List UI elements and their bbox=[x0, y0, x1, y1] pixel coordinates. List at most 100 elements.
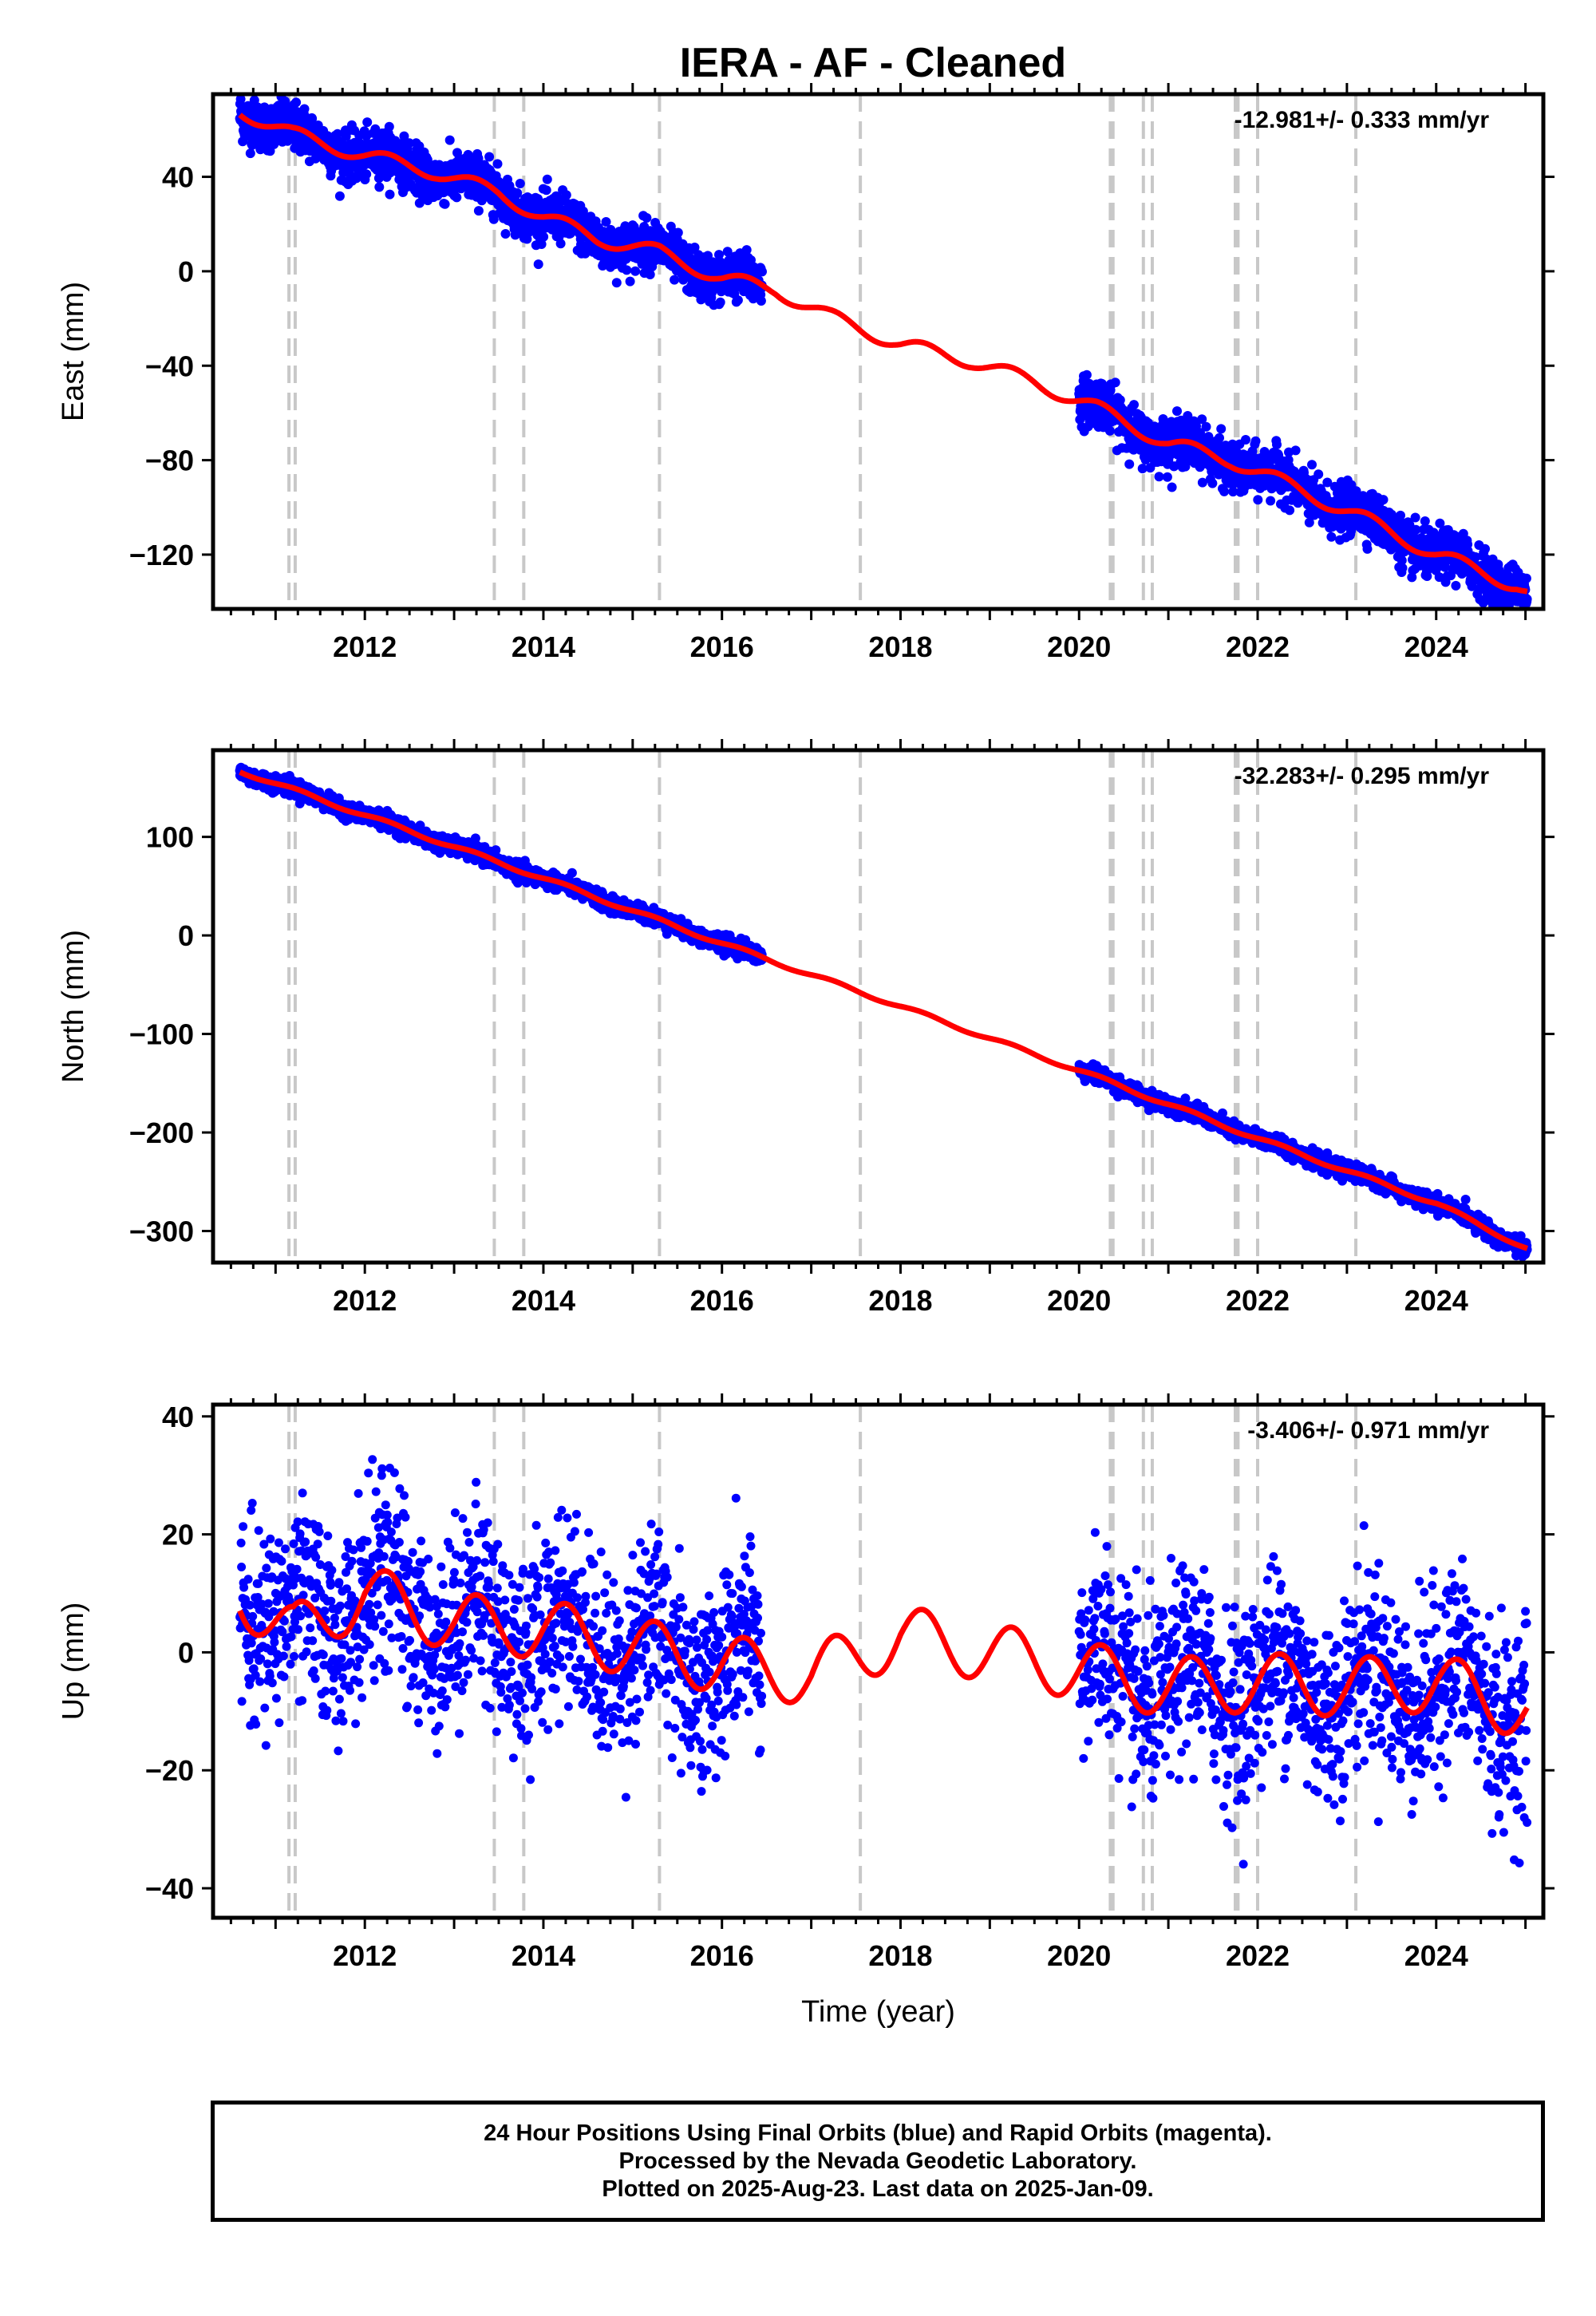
data-point bbox=[1167, 482, 1177, 492]
data-point bbox=[1207, 478, 1218, 488]
data-point bbox=[555, 239, 566, 249]
data-point bbox=[1266, 496, 1276, 506]
y-tick-label: 0 bbox=[178, 255, 194, 288]
data-point bbox=[757, 267, 767, 277]
data-point bbox=[1115, 395, 1125, 405]
data-point bbox=[291, 97, 302, 108]
data-point bbox=[1410, 512, 1420, 523]
data-point bbox=[473, 206, 484, 216]
data-point bbox=[491, 845, 501, 856]
data-point bbox=[1096, 378, 1107, 389]
data-point bbox=[373, 173, 384, 184]
x-tick-label: 2014 bbox=[512, 630, 575, 663]
data-point bbox=[689, 243, 700, 252]
data-point bbox=[1314, 469, 1324, 480]
data-point bbox=[1241, 435, 1250, 445]
data-point bbox=[533, 259, 543, 270]
data-point bbox=[280, 96, 290, 106]
data-point bbox=[741, 245, 752, 255]
data-point bbox=[361, 169, 372, 180]
data-point bbox=[452, 192, 462, 203]
data-point bbox=[714, 250, 724, 260]
data-point bbox=[541, 185, 551, 196]
data-point bbox=[362, 117, 373, 128]
data-point bbox=[670, 275, 680, 285]
data-point bbox=[484, 152, 495, 162]
data-point bbox=[1197, 477, 1207, 488]
x-tick-label: 2024 bbox=[1404, 630, 1468, 663]
data-point bbox=[1250, 436, 1261, 446]
data-point bbox=[756, 296, 766, 306]
x-tick-label: 2022 bbox=[1226, 630, 1290, 663]
data-point bbox=[245, 148, 255, 159]
y-tick-label: 40 bbox=[162, 161, 194, 194]
data-point bbox=[630, 266, 641, 276]
data-point bbox=[1272, 440, 1282, 450]
data-point bbox=[622, 265, 632, 275]
data-point bbox=[1140, 455, 1151, 464]
y-tick-label: −40 bbox=[145, 350, 194, 382]
data-point bbox=[715, 297, 725, 307]
data-point bbox=[473, 153, 484, 164]
data-point bbox=[1110, 377, 1120, 388]
data-point bbox=[1515, 616, 1525, 626]
data-point bbox=[1228, 487, 1238, 497]
data-points bbox=[235, 94, 1532, 626]
data-point bbox=[733, 295, 743, 306]
data-point bbox=[539, 231, 549, 242]
data-point bbox=[1137, 464, 1148, 474]
data-point bbox=[512, 188, 523, 198]
data-point bbox=[235, 94, 246, 105]
rate-label: -12.981+/- 0.333 mm/yr bbox=[1235, 107, 1490, 133]
data-point bbox=[1480, 543, 1490, 554]
data-point bbox=[515, 179, 525, 188]
data-point bbox=[536, 239, 547, 249]
data-point bbox=[1129, 400, 1139, 410]
data-point bbox=[561, 190, 571, 200]
panel-0: 2012 2014 2016 2018 2020 2022 2024400−40−80−12… bbox=[57, 83, 1555, 663]
y-tick-label: −120 bbox=[129, 539, 194, 571]
data-point bbox=[1522, 594, 1532, 604]
data-point bbox=[1201, 421, 1211, 432]
data-point bbox=[344, 168, 354, 179]
data-point bbox=[1104, 425, 1115, 436]
data-point bbox=[385, 189, 395, 200]
y-axis-label: East (mm) bbox=[57, 282, 90, 421]
data-point bbox=[722, 247, 733, 257]
data-point bbox=[1487, 615, 1496, 624]
figure-title: IERA - AF - Cleaned bbox=[680, 40, 1066, 86]
data-point bbox=[1081, 370, 1092, 380]
data-point bbox=[384, 121, 394, 132]
data-point bbox=[414, 198, 425, 208]
data-point bbox=[1285, 505, 1295, 516]
data-point bbox=[1219, 486, 1230, 496]
data-point bbox=[488, 214, 499, 224]
data-point bbox=[440, 199, 450, 209]
data-point bbox=[299, 104, 310, 114]
x-tick-label: 2018 bbox=[868, 630, 932, 663]
data-point bbox=[1197, 414, 1207, 425]
event-lines bbox=[287, 750, 1358, 1263]
data-point bbox=[673, 227, 683, 238]
data-point bbox=[492, 159, 503, 169]
data-point bbox=[1162, 472, 1172, 482]
data-point bbox=[334, 191, 345, 201]
data-point bbox=[1362, 543, 1373, 554]
data-point bbox=[645, 270, 655, 279]
y-tick-label: −80 bbox=[145, 445, 194, 477]
data-point bbox=[601, 217, 611, 227]
data-point bbox=[542, 174, 552, 184]
data-point bbox=[333, 128, 342, 139]
data-point bbox=[1397, 563, 1408, 573]
data-point bbox=[404, 138, 414, 148]
data-point bbox=[642, 213, 652, 223]
data-point bbox=[611, 278, 622, 288]
x-tick-label: 2020 bbox=[1047, 630, 1111, 663]
panels-group: 2012 2014 2016 2018 2020 2022 2024400−40−80−12… bbox=[57, 83, 1555, 2029]
data-point bbox=[1420, 516, 1430, 526]
data-point bbox=[1521, 573, 1531, 583]
data-point bbox=[1378, 495, 1389, 505]
data-point bbox=[1307, 460, 1317, 470]
data-point bbox=[444, 135, 455, 145]
